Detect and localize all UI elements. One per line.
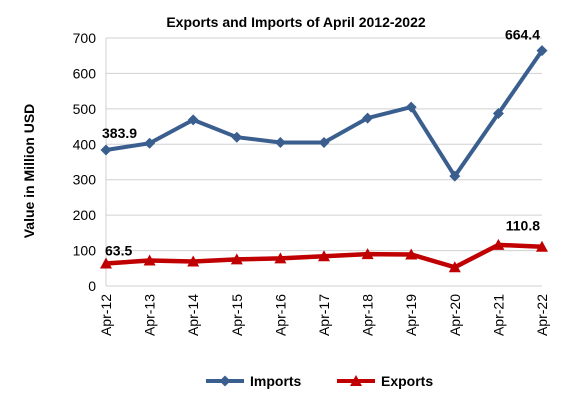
x-tick-label: Apr-12 [98,294,114,336]
data-point [143,254,156,266]
data-label: 383.9 [102,125,137,141]
x-tick-label: Apr-22 [534,294,550,336]
data-point [362,112,374,124]
gridlines [105,37,542,287]
data-label: 63.5 [105,243,132,259]
y-tick-label: 300 [73,172,97,188]
y-tick-label: 700 [73,30,97,46]
data-point [274,137,286,149]
y-axis-ticks: 0 100 200 300 400 500 600 700 [73,30,97,294]
legend-marker [219,375,231,387]
data-point [405,248,418,260]
x-tick-label: Apr-14 [185,294,201,336]
data-point [230,253,243,265]
data-point [448,261,461,273]
legend-marker [350,375,362,386]
data-point [100,257,112,269]
series-line [105,49,544,179]
x-tick-label: Apr-15 [229,294,245,336]
data-label: 110.8 [506,218,540,234]
x-tick-label: Apr-20 [447,294,463,336]
legend-label: Imports [250,373,302,389]
data-point [318,137,330,149]
x-tick-label: Apr-21 [490,294,506,336]
data-point [231,131,243,143]
data-point [536,45,548,57]
legend-item: Imports [206,373,302,389]
data-point [144,137,156,149]
x-tick-label: Apr-18 [360,294,376,336]
y-tick-label: 100 [73,243,97,259]
data-point [187,255,200,267]
chart-title: Exports and Imports of April 2012-2022 [166,14,426,30]
series-exports: 63.5 110.8 [100,218,548,273]
y-tick-label: 400 [73,136,97,152]
x-tick-label: Apr-19 [403,294,419,336]
y-tick-label: 500 [73,101,97,117]
series-layer: 383.9 664.4 63.5 110.8 [100,27,548,273]
series-imports: 383.9 664.4 [100,27,548,182]
data-point [449,170,461,182]
y-tick-label: 0 [88,278,96,294]
data-point [187,114,199,126]
x-tick-label: Apr-13 [142,294,158,336]
data-point [492,238,505,250]
y-tick-label: 200 [73,207,97,223]
y-tick-label: 600 [73,65,97,81]
data-point [405,101,417,113]
x-axis-ticks: Apr-12 Apr-13 Apr-14 Apr-15 Apr-16 Apr-17 Apr-… [98,294,550,336]
y-axis-label: Value in Million USD [21,104,37,239]
data-point [361,248,374,260]
data-point [492,107,504,119]
data-label: 664.4 [505,27,540,43]
x-tick-label: Apr-17 [316,294,332,336]
data-point [100,144,112,156]
legend: Imports Exports [206,373,433,389]
data-point [536,240,548,252]
x-tick-label: Apr-16 [272,294,288,336]
data-point [274,252,287,264]
legend-label: Exports [381,373,433,389]
data-point [318,250,330,262]
legend-item: Exports [337,373,433,389]
